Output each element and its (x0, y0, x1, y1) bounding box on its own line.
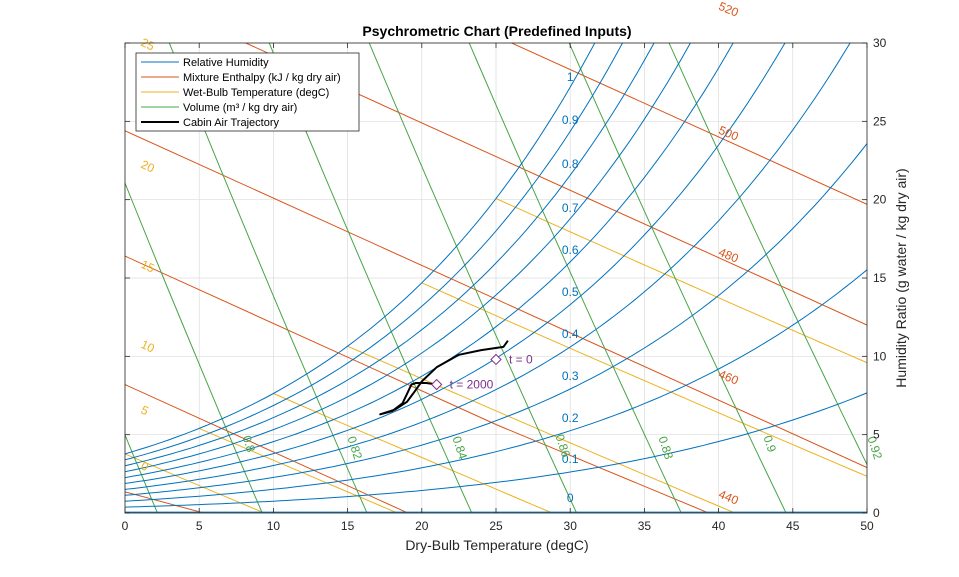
x-tick-label-8: 40 (712, 519, 726, 533)
rh-curve-7 (125, 43, 655, 467)
legend-label-wetbulb: Wet-Bulb Temperature (degC) (183, 87, 329, 99)
wet-bulb-line-3 (347, 345, 737, 513)
trajectory-marker-label-0: t = 0 (509, 352, 533, 366)
x-tick-label-3: 15 (341, 519, 355, 533)
volume-label-6: 0.92 (865, 434, 886, 461)
volume-label-1: 0.82 (345, 434, 366, 461)
enthalpy-line-3 (125, 130, 867, 469)
volume-label-4: 0.88 (656, 434, 677, 461)
volume-label-3: 0.86 (553, 432, 574, 459)
x-axis-title: Dry-Bulb Temperature (degC) (405, 537, 588, 553)
trajectory-line (379, 340, 509, 416)
enthalpy-line-4 (244, 43, 867, 326)
volume-label-2: 0.84 (450, 434, 471, 461)
rh-label-3: 0.3 (562, 369, 579, 383)
rh-label-1: 0.1 (562, 452, 579, 466)
trajectory-marker-1 (430, 378, 443, 391)
rh-label-8: 0.8 (562, 157, 579, 171)
legend-label-volume: Volume (m³ / kg dry air) (183, 102, 297, 114)
cabin-air-trajectory: t = 0 t = 2000 (379, 340, 533, 416)
x-tick-label-4: 20 (415, 519, 429, 533)
rh-curve-8 (125, 43, 624, 461)
trajectory-marker-label-1: t = 2000 (450, 378, 494, 392)
x-tick-label-9: 45 (786, 519, 800, 533)
enthalpy-line-1 (125, 384, 410, 513)
rh-curve-5 (125, 43, 734, 479)
rh-curve-9 (125, 43, 596, 455)
curve-labels: 00.10.20.30.40.50.60.70.80.9144046048050… (139, 0, 885, 508)
rh-label-10: 1 (567, 70, 574, 84)
volume-line-0 (125, 433, 158, 513)
x-tick-label-2: 10 (267, 519, 281, 533)
wet-bulb-line-2 (273, 393, 554, 513)
rh-label-5: 0.5 (562, 285, 579, 299)
rh-label-0: 0 (567, 491, 574, 505)
rh-label-6: 0.6 (562, 243, 579, 257)
enthalpy-line-5 (510, 43, 867, 205)
y-tick-label-6: 30 (873, 36, 887, 50)
y-tick-label-2: 10 (873, 349, 887, 363)
y-tick-label-5: 25 (873, 114, 887, 128)
rh-curve-1 (125, 269, 867, 502)
x-tick-label-10: 50 (860, 519, 874, 533)
y-tick-label-3: 15 (873, 271, 887, 285)
wet-bulb-line-4 (421, 282, 867, 477)
volume-label-5: 0.9 (761, 434, 780, 455)
chart-title: Psychrometric Chart (Predefined Inputs) (362, 23, 631, 39)
wet-bulb-label-5: 25 (139, 35, 157, 53)
rh-curve-0 (125, 392, 867, 508)
y-tick-label-0: 0 (873, 506, 880, 520)
trajectory-marker-0 (490, 353, 502, 366)
legend-label-trajectory: Cabin Air Trajectory (183, 117, 279, 129)
rh-label-9: 0.9 (562, 113, 579, 127)
wet-bulb-line-1 (199, 427, 399, 513)
x-tick-label-1: 5 (196, 519, 203, 533)
x-tick-label-0: 0 (122, 519, 129, 533)
y-tick-label-1: 5 (873, 428, 880, 442)
wet-bulb-label-4: 20 (139, 157, 157, 175)
x-tick-label-6: 30 (564, 519, 578, 533)
y-axis-title: Humidity Ratio (g water / kg dry air) (893, 168, 909, 387)
enthalpy-label-4: 520 (717, 0, 741, 20)
rh-curve-6 (125, 43, 691, 473)
legend-label-rh: Relative Humidity (183, 57, 269, 69)
rh-label-7: 0.7 (562, 201, 579, 215)
rh-label-4: 0.4 (562, 327, 579, 341)
wet-bulb-line-5 (495, 198, 867, 364)
rh-label-2: 0.2 (562, 411, 579, 425)
enthalpy-line-2 (125, 255, 710, 513)
wet-bulb-label-2: 10 (139, 337, 157, 355)
x-tick-label-7: 35 (638, 519, 652, 533)
y-tick-label-4: 20 (873, 193, 887, 207)
volume-label-0: 0.8 (240, 434, 259, 455)
wet-bulb-label-3: 15 (139, 257, 157, 275)
rh-curve-2 (125, 143, 867, 496)
rh-curve-3 (125, 43, 851, 490)
legend-label-enthalpy: Mixture Enthalpy (kJ / kg dry air) (183, 72, 341, 84)
legend: Relative Humidity Mixture Enthalpy (kJ /… (135, 52, 360, 132)
x-tick-label-5: 25 (489, 519, 503, 533)
